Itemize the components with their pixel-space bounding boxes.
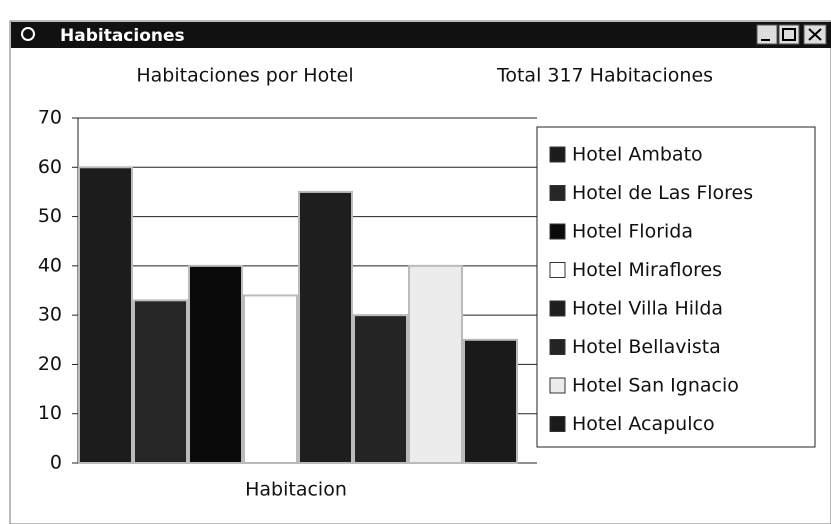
minimize-button[interactable] — [756, 24, 778, 45]
y-tick-label: 20 — [38, 353, 62, 375]
y-tick-label: 40 — [38, 254, 62, 276]
legend-swatch — [549, 223, 566, 240]
legend-swatch — [549, 339, 566, 355]
legend-swatch — [549, 185, 566, 201]
legend-label: Hotel de Las Flores — [572, 182, 753, 204]
legend-swatch — [549, 300, 566, 317]
legend-swatch — [549, 377, 566, 394]
chart-subtitle: Total 317 Habitaciones — [496, 65, 713, 87]
bar — [243, 294, 298, 464]
bar — [353, 314, 408, 464]
window-title: Habitaciones — [60, 26, 185, 46]
legend-label: Hotel Florida — [572, 221, 693, 243]
y-tick-label: 30 — [38, 304, 62, 326]
legend-label: Hotel Villa Hilda — [572, 298, 723, 320]
legend-swatch — [549, 146, 566, 163]
bar — [298, 190, 353, 465]
x-axis-label: Habitacion — [245, 479, 347, 501]
y-tick-label: 60 — [38, 156, 62, 178]
legend-swatch — [549, 416, 566, 432]
legend-label: Hotel Acapulco — [572, 413, 715, 435]
y-tick-label: 0 — [50, 452, 62, 474]
legend-label: Hotel Bellavista — [572, 336, 721, 358]
y-tick-label: 50 — [38, 205, 62, 227]
legend-label: Hotel San Ignacio — [572, 375, 739, 397]
legend-box — [536, 126, 816, 448]
maximize-button[interactable] — [778, 24, 800, 45]
bar — [78, 166, 133, 465]
legend-label: Hotel Miraflores — [572, 259, 722, 281]
y-tick-label: 70 — [38, 107, 62, 129]
window-icon — [21, 27, 35, 41]
title-bar — [11, 22, 831, 48]
bar — [463, 338, 518, 464]
close-button[interactable] — [803, 24, 827, 45]
bar — [188, 264, 243, 464]
bar — [133, 299, 188, 464]
y-tick-label: 10 — [38, 402, 62, 424]
legend-label: Hotel Ambato — [572, 144, 703, 166]
bar — [408, 264, 463, 464]
chart-title: Habitaciones por Hotel — [136, 65, 353, 87]
legend-swatch — [549, 262, 566, 278]
